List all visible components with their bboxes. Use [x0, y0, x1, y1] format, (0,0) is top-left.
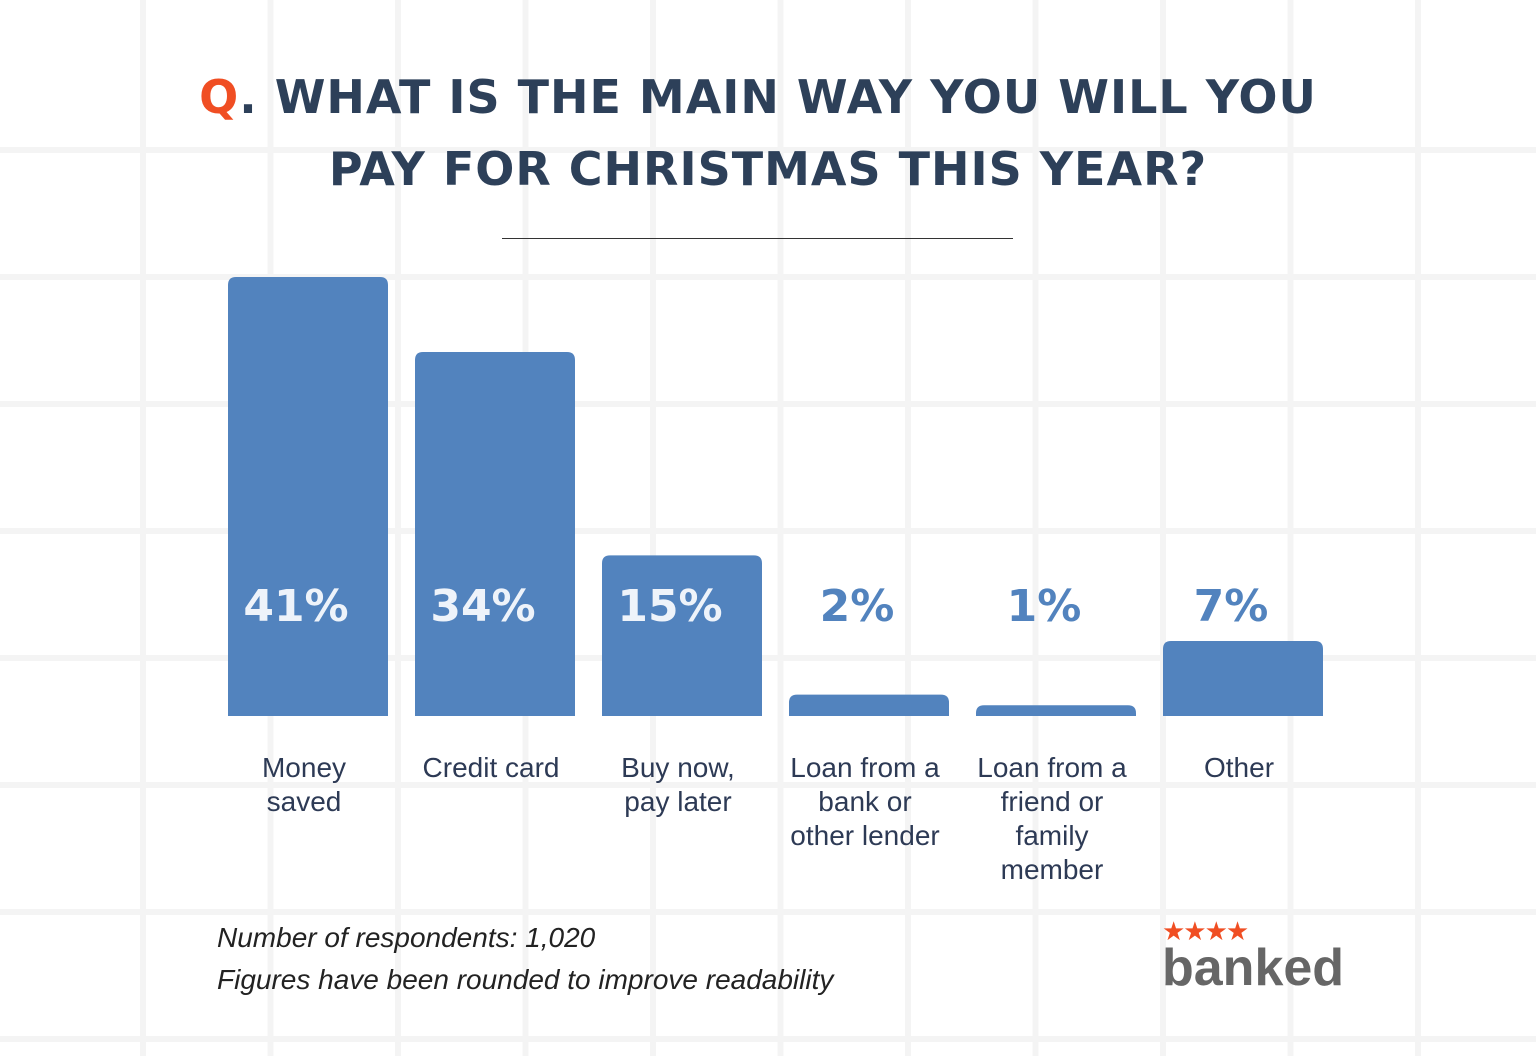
bar — [789, 694, 949, 716]
category-label: bank or — [818, 786, 911, 817]
data-label: 2% — [820, 581, 895, 632]
data-label: 34% — [430, 581, 535, 632]
grid-line — [0, 909, 1536, 915]
data-label: 15% — [617, 581, 722, 632]
star-rating-icon: ★★★★ — [1162, 916, 1249, 946]
bar — [228, 277, 388, 716]
data-label: 7% — [1194, 581, 1269, 632]
grid-line — [0, 782, 1536, 788]
brand-name: banked — [1162, 939, 1345, 997]
category-label: Buy now, — [621, 752, 735, 783]
title-divider — [502, 238, 1013, 239]
category-label: family — [1015, 820, 1088, 851]
grid-line — [0, 1036, 1536, 1042]
chart-title-line1-text: . WHAT IS THE MAIN WAY YOU WILL YOU — [239, 70, 1317, 124]
data-label: 41% — [243, 581, 348, 632]
category-label: member — [1001, 854, 1104, 885]
bar — [976, 705, 1136, 716]
data-label: 1% — [1007, 581, 1082, 632]
category-label: other lender — [790, 820, 939, 851]
rounding-note: Figures have been rounded to improve rea… — [217, 964, 834, 995]
category-label: Loan from a — [977, 752, 1127, 783]
category-label: Other — [1204, 752, 1274, 783]
grid-line — [0, 655, 1536, 661]
chart-title-line2: PAY FOR CHRISTMAS THIS YEAR? — [328, 142, 1208, 196]
category-label: Money — [262, 752, 346, 783]
grid-line — [0, 401, 1536, 407]
bar — [1163, 641, 1323, 716]
bar — [415, 351, 575, 716]
respondents-note: Number of respondents: 1,020 — [217, 922, 596, 953]
grid-line — [0, 147, 1536, 153]
category-label: friend or — [1001, 786, 1104, 817]
category-label: pay later — [624, 786, 731, 817]
grid-line — [0, 274, 1536, 280]
category-label: saved — [267, 786, 342, 817]
bar — [602, 555, 762, 716]
chart-title-line1: Q. WHAT IS THE MAIN WAY YOU WILL YOU — [0, 70, 1526, 124]
question-prefix: Q — [199, 70, 240, 124]
grid-line — [0, 528, 1536, 534]
banked-logo: ★★★★ banked — [1162, 916, 1345, 997]
category-label: Credit card — [423, 752, 560, 783]
category-label: Loan from a — [790, 752, 940, 783]
